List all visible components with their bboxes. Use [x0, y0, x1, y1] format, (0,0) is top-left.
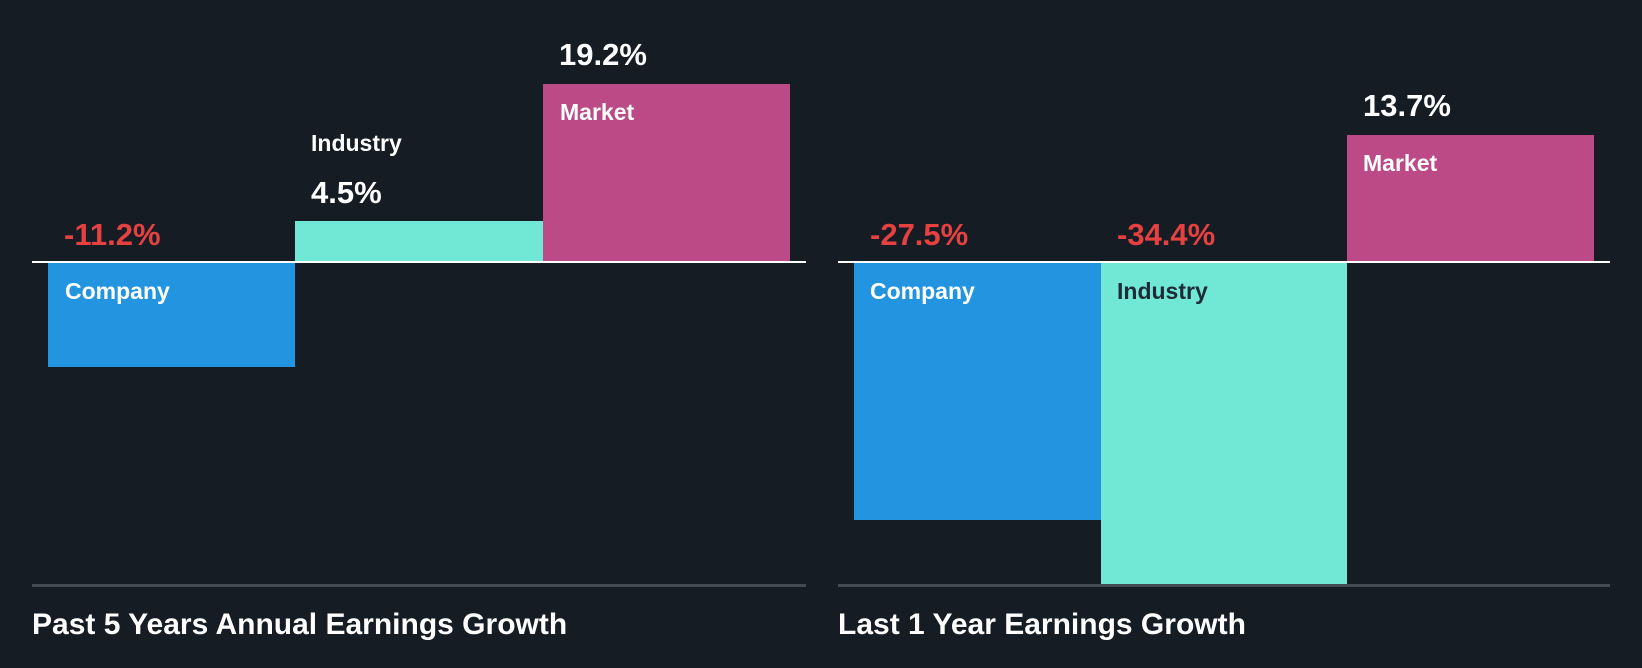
chart-title: Past 5 Years Annual Earnings Growth	[32, 608, 568, 641]
value-company: -27.5%	[870, 217, 969, 252]
bar-industry	[1101, 263, 1347, 585]
baseline-divider	[838, 584, 1610, 587]
value-company: -11.2%	[64, 217, 161, 252]
bar-label-industry: Industry	[1117, 278, 1208, 304]
chart-title: Last 1 Year Earnings Growth	[838, 608, 1246, 641]
bar-label-company: Company	[870, 278, 975, 304]
bar-company	[854, 263, 1101, 520]
bar-market	[543, 84, 790, 262]
bar-label-company: Company	[65, 278, 170, 304]
value-industry: 4.5%	[311, 175, 382, 210]
chart-past-5-years: Company -11.2% Industry 4.5% Market 19.2…	[0, 0, 820, 668]
value-market: 13.7%	[1363, 88, 1451, 123]
baseline-divider	[32, 584, 806, 587]
bar-company	[48, 263, 295, 367]
bar-industry	[295, 221, 543, 262]
value-market: 19.2%	[559, 37, 647, 72]
bar-label-market: Market	[1363, 150, 1438, 176]
value-industry: -34.4%	[1117, 217, 1216, 252]
zero-axis-line	[838, 261, 1610, 263]
bar-market	[1347, 135, 1594, 262]
bar-label-industry: Industry	[311, 130, 402, 156]
bar-label-market: Market	[560, 99, 635, 125]
zero-axis-line	[32, 261, 806, 263]
